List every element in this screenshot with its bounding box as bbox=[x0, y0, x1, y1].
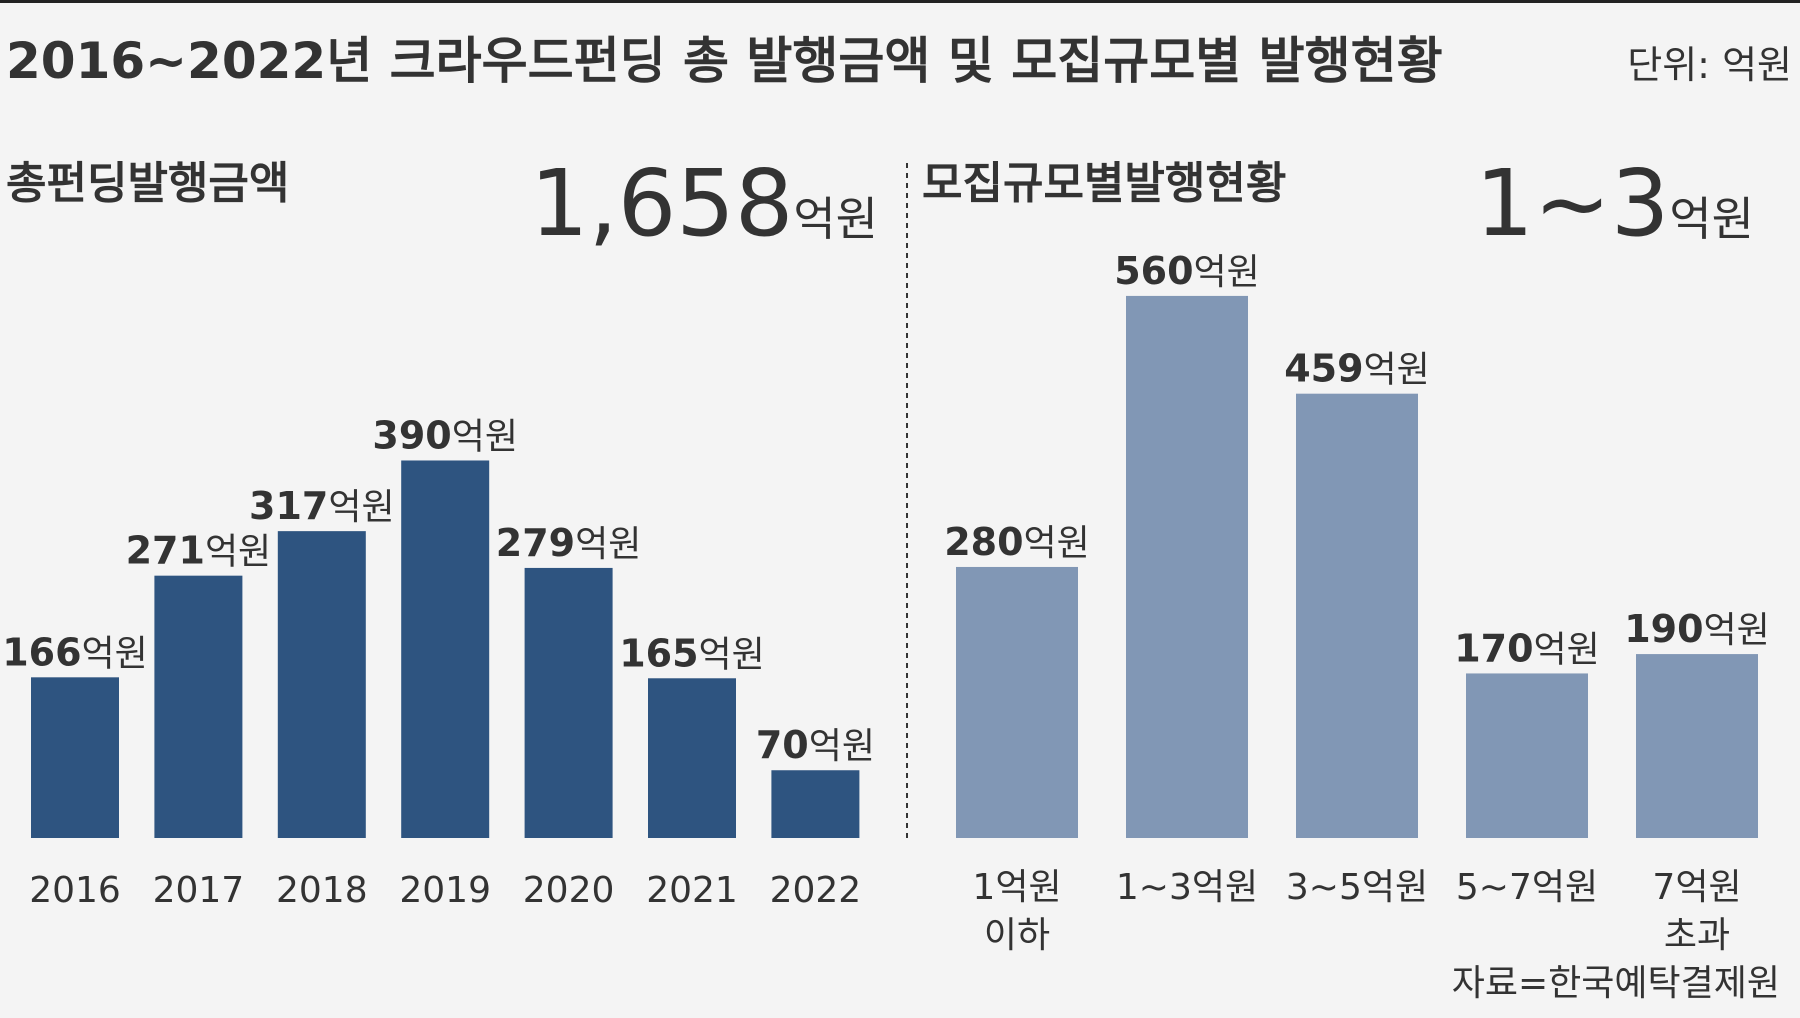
bar bbox=[1466, 673, 1588, 838]
bar bbox=[1126, 295, 1248, 838]
panel-title: 모집규모별발행현황 bbox=[922, 158, 1286, 209]
x-tick-label: 2020 bbox=[523, 870, 615, 911]
x-tick-label: 5~7억원 bbox=[1456, 867, 1598, 908]
source: 자료=한국예탁결제원 bbox=[1452, 963, 1780, 1004]
bar bbox=[401, 460, 490, 838]
x-tick-label: 2021 bbox=[646, 870, 738, 911]
value-label: 70억원 bbox=[756, 723, 875, 767]
x-tick-label: 2017 bbox=[153, 870, 245, 911]
value-label: 190억원 bbox=[1624, 607, 1770, 651]
x-tick-label: 1~3억원 bbox=[1116, 867, 1258, 908]
value-label: 459억원 bbox=[1284, 347, 1430, 391]
value-label: 166억원 bbox=[2, 630, 148, 674]
value-label: 280억원 bbox=[944, 520, 1090, 564]
bar bbox=[648, 678, 736, 838]
bar bbox=[277, 531, 366, 838]
value-label: 170억원 bbox=[1454, 626, 1600, 670]
value-label: 390억원 bbox=[372, 413, 518, 457]
value-label: 560억원 bbox=[1114, 249, 1260, 293]
value-label: 271억원 bbox=[126, 529, 272, 573]
title: 2016~2022년 크라우드펀딩 총 발행금액 및 모집규모별 발행현황 bbox=[6, 32, 1443, 90]
x-tick-label: 7억원 초과 bbox=[1652, 867, 1741, 956]
bar bbox=[1296, 393, 1418, 838]
value-label: 165억원 bbox=[619, 631, 765, 675]
unit: 단위: 억원 bbox=[1627, 43, 1792, 87]
x-tick-label: 3~5억원 bbox=[1286, 867, 1428, 908]
panel-title: 총펀딩발행금액 bbox=[6, 158, 289, 209]
x-tick-label: 2018 bbox=[276, 870, 368, 911]
bar bbox=[956, 566, 1078, 838]
value-label: 279억원 bbox=[496, 521, 642, 565]
bar bbox=[524, 567, 613, 838]
top-rule bbox=[0, 0, 1800, 3]
highlight: 1~3억원 bbox=[1475, 150, 1754, 257]
x-tick-label: 2019 bbox=[399, 870, 491, 911]
value-label: 317억원 bbox=[249, 484, 395, 528]
x-tick-label: 1억원 이하 bbox=[972, 867, 1061, 956]
bar bbox=[31, 677, 119, 838]
highlight: 1,658억원 bbox=[530, 150, 878, 257]
bar bbox=[154, 575, 243, 838]
bar bbox=[771, 770, 860, 838]
x-tick-label: 2016 bbox=[29, 870, 121, 911]
bar bbox=[1636, 654, 1758, 838]
x-tick-label: 2022 bbox=[770, 870, 862, 911]
